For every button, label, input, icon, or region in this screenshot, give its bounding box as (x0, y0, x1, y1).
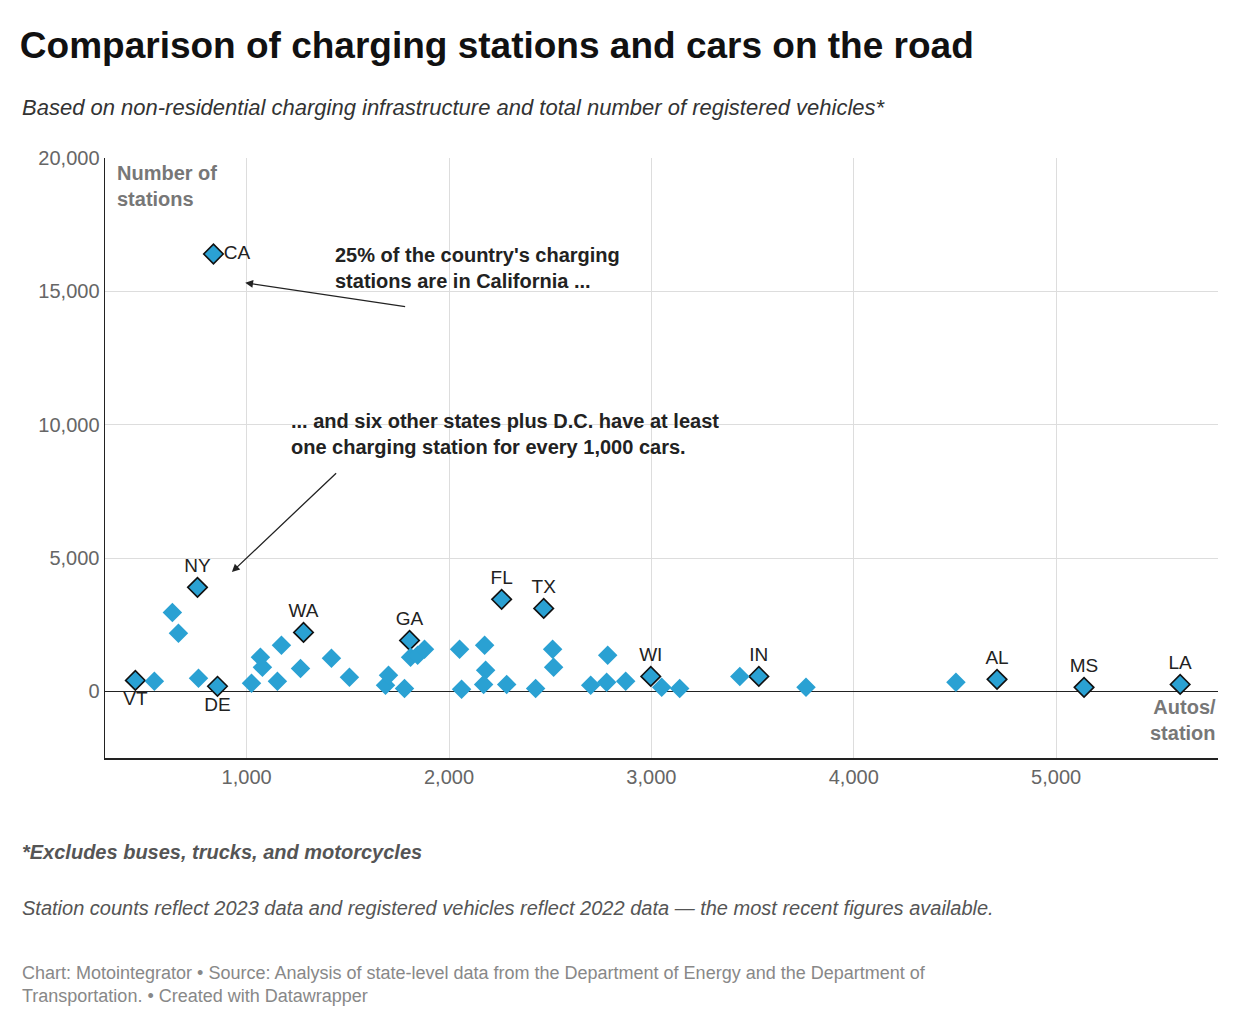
svg-text:CA: CA (224, 242, 251, 263)
svg-text:0: 0 (88, 680, 99, 702)
svg-text:IN: IN (749, 644, 768, 665)
svg-text:Chart: Motointegrator • Source: Chart: Motointegrator • Source: Analysis… (22, 963, 926, 1006)
svg-text:NY: NY (184, 555, 211, 576)
svg-text:TX: TX (532, 576, 557, 597)
svg-text:MS: MS (1070, 655, 1099, 676)
svg-text:GA: GA (396, 608, 424, 629)
svg-text:15,000: 15,000 (38, 280, 99, 302)
svg-text:WA: WA (289, 600, 319, 621)
svg-text:25% of the country's chargings: 25% of the country's chargingstations ar… (335, 244, 620, 292)
svg-text:WI: WI (639, 644, 662, 665)
svg-text:Based on non-residential charg: Based on non-residential charging infras… (22, 95, 886, 120)
svg-text:AL: AL (985, 647, 1008, 668)
svg-text:5,000: 5,000 (1031, 766, 1081, 788)
svg-text:4,000: 4,000 (829, 766, 879, 788)
svg-text:Station counts reflect 2023 da: Station counts reflect 2023 data and reg… (22, 897, 994, 919)
svg-text:LA: LA (1169, 652, 1193, 673)
svg-text:1,000: 1,000 (222, 766, 272, 788)
svg-text:... and six other states plus: ... and six other states plus D.C. have … (291, 410, 719, 458)
svg-text:FL: FL (491, 567, 513, 588)
svg-text:10,000: 10,000 (38, 414, 99, 436)
svg-text:2,000: 2,000 (424, 766, 474, 788)
svg-text:3,000: 3,000 (626, 766, 676, 788)
svg-text:Autos/station: Autos/station (1150, 696, 1216, 744)
svg-text:*Excludes buses, trucks, and m: *Excludes buses, trucks, and motorcycles (22, 841, 422, 863)
svg-text:VT: VT (123, 688, 148, 709)
svg-text:Number ofstations: Number ofstations (117, 162, 217, 210)
svg-text:Comparison of charging station: Comparison of charging stations and cars… (20, 25, 974, 66)
svg-text:DE: DE (204, 694, 230, 715)
svg-text:5,000: 5,000 (49, 547, 99, 569)
svg-text:20,000: 20,000 (38, 147, 99, 169)
